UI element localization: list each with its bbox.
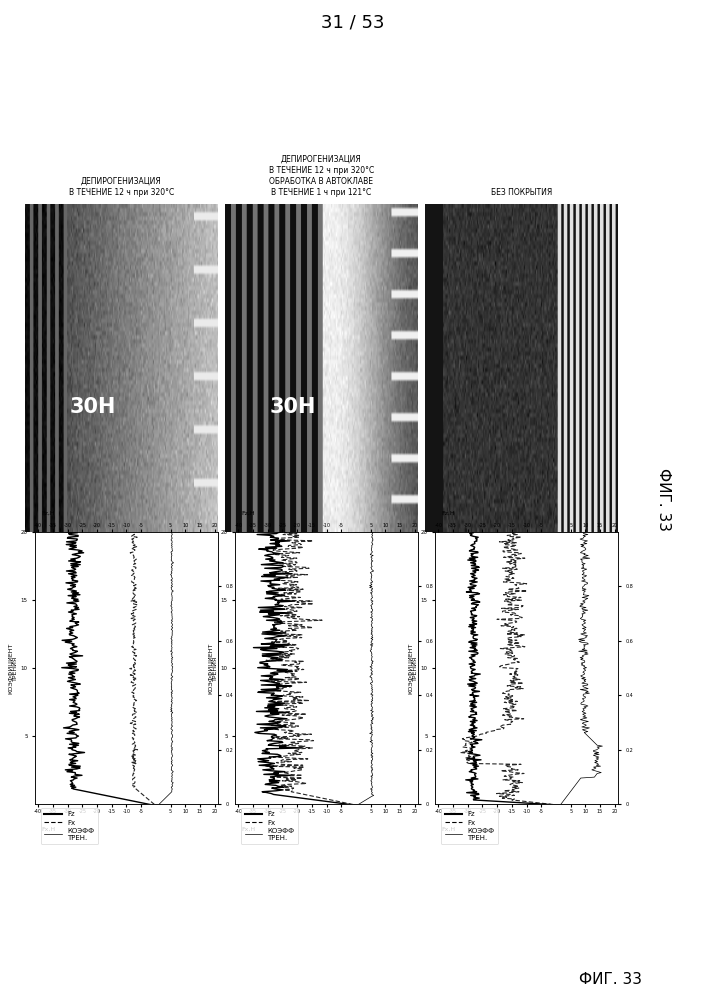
- Text: Fx,H: Fx,H: [441, 826, 455, 831]
- Legend: Fz, Fx, КОЭФФ
ТРЕН.: Fz, Fx, КОЭФФ ТРЕН.: [241, 808, 298, 844]
- Legend: Fz, Fx, КОЭФФ
ТРЕН.: Fz, Fx, КОЭФФ ТРЕН.: [41, 808, 98, 844]
- Text: ФИГ. 33: ФИГ. 33: [579, 971, 642, 987]
- Text: БЕЗ ПОКРЫТИЯ: БЕЗ ПОКРЫТИЯ: [491, 188, 552, 197]
- Text: Fz,H: Fz,H: [41, 510, 55, 515]
- Text: Fz,H: Fz,H: [441, 510, 455, 515]
- Text: Fz,H: Fz,H: [241, 510, 255, 515]
- Text: Fx,H: Fx,H: [41, 826, 55, 831]
- Y-axis label: КОЭФФИЦИЕНТ
ТРЕНИЯ: КОЭФФИЦИЕНТ ТРЕНИЯ: [407, 642, 418, 694]
- Text: ДЕПИРОГЕНИЗАЦИЯ
В ТЕЧЕНИЕ 12 ч при 320°С
ОБРАБОТКА В АВТОКЛАВЕ
В ТЕЧЕНИЕ 1 ч при: ДЕПИРОГЕНИЗАЦИЯ В ТЕЧЕНИЕ 12 ч при 320°С…: [268, 155, 374, 197]
- Text: 31 / 53: 31 / 53: [321, 13, 385, 32]
- Text: 30Н: 30Н: [69, 398, 116, 418]
- Y-axis label: КОЭФФИЦИЕНТ
ТРЕНИЯ: КОЭФФИЦИЕНТ ТРЕНИЯ: [7, 642, 18, 694]
- Legend: Fz, Fx, КОЭФФ
ТРЕН.: Fz, Fx, КОЭФФ ТРЕН.: [441, 808, 498, 844]
- Text: 30Н: 30Н: [269, 398, 316, 418]
- Text: Fx,H: Fx,H: [241, 826, 255, 831]
- Y-axis label: КОЭФФИЦИЕНТ
ТРЕНИЯ: КОЭФФИЦИЕНТ ТРЕНИЯ: [207, 642, 218, 694]
- Text: ФИГ. 33: ФИГ. 33: [656, 468, 671, 531]
- Text: ДЕПИРОГЕНИЗАЦИЯ
В ТЕЧЕНИЕ 12 ч при 320°С: ДЕПИРОГЕНИЗАЦИЯ В ТЕЧЕНИЕ 12 ч при 320°С: [68, 177, 174, 197]
